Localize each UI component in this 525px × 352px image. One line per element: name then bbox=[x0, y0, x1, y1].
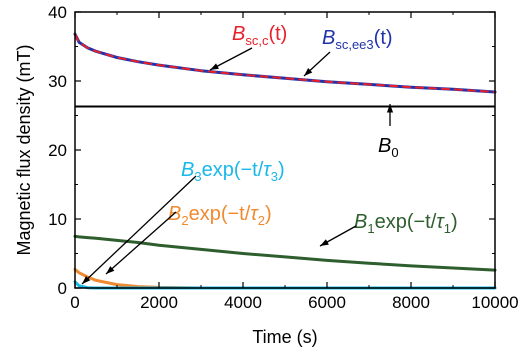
arrow-b3 bbox=[81, 175, 197, 285]
series-b1-line bbox=[73, 234, 497, 272]
arrow-bscc bbox=[209, 47, 253, 71]
x-tick-label: 2000 bbox=[140, 293, 178, 312]
x-tick-label: 8000 bbox=[392, 293, 430, 312]
y-tick-label: 0 bbox=[58, 279, 67, 298]
arrow-bscee3 bbox=[303, 51, 331, 77]
x-tick-label: 10000 bbox=[471, 293, 518, 312]
y-tick-label: 40 bbox=[48, 3, 67, 22]
arrow-b0 bbox=[386, 104, 394, 126]
y-tick-label: 20 bbox=[48, 141, 67, 160]
y-tick-label: 30 bbox=[48, 72, 67, 91]
x-tick-label: 4000 bbox=[224, 293, 262, 312]
label-b1: B1exp(−t/τ1) bbox=[354, 211, 458, 236]
label-b2: B2exp(−t/τ2) bbox=[168, 203, 272, 228]
arrow-b2 bbox=[105, 211, 177, 275]
label-b0: B0 bbox=[378, 135, 399, 160]
arrow-b1 bbox=[319, 225, 357, 247]
series-bscc-line bbox=[74, 33, 496, 93]
label-bscee3: Bsc,ee3(t) bbox=[322, 27, 393, 52]
plot-frame bbox=[74, 11, 496, 289]
x-axis-title: Time (s) bbox=[252, 327, 317, 347]
y-tick-label: 10 bbox=[48, 210, 67, 229]
x-tick-label: 0 bbox=[70, 293, 79, 312]
label-bscc: Bsc,c(t) bbox=[232, 23, 287, 48]
y-axis-title: Magnetic flux density (mT) bbox=[14, 44, 34, 255]
label-b3: B3exp(−t/τ3) bbox=[181, 159, 285, 184]
x-tick-label: 6000 bbox=[308, 293, 346, 312]
